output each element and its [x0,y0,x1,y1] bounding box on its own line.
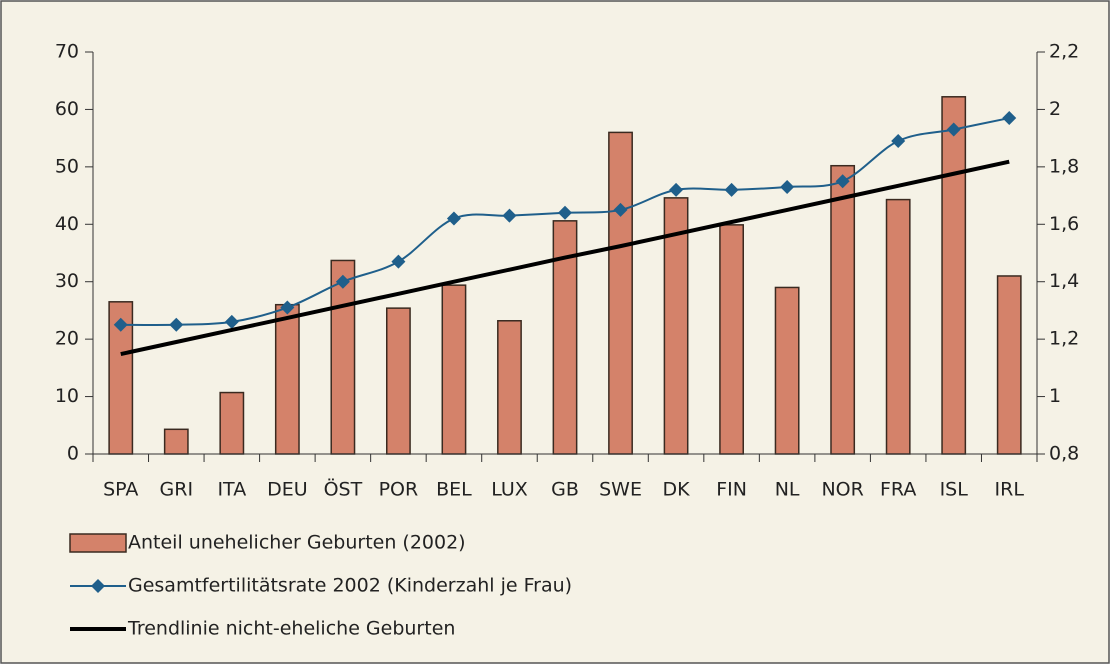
x-tick-label: ÖST [324,478,363,501]
bar [608,131,633,455]
diamond-marker [113,317,128,332]
legend-label: Gesamtfertilitätsrate 2002 (Kinderzahl j… [128,575,572,597]
diamond-marker [335,274,350,289]
y-tick-label: 20 [55,328,79,350]
legend-label: Trendlinie nicht-eheliche Geburten [127,618,455,640]
x-tick-label: SPA [103,479,138,501]
bar [830,164,856,455]
y-tick-label: 30 [55,270,79,292]
bar [274,303,300,455]
bar [330,259,356,455]
diamond-marker [502,208,517,223]
bar [386,307,411,455]
x-tick-label: FIN [716,479,747,501]
diamond-marker [946,122,961,137]
legend-marker [91,579,105,593]
diamond-marker [891,134,906,149]
diamond-marker [780,179,795,194]
x-tick-label: GRI [160,479,194,501]
x-tick-label: ISL [940,479,969,501]
x-tick-label: IRL [995,479,1025,501]
diamond-marker [446,211,461,226]
bar [941,96,967,455]
bar [885,198,911,455]
x-tick-label: NOR [821,479,863,501]
y-tick-label: 10 [55,385,79,407]
x-tick-label: DK [663,479,691,501]
x-tick-label: DEU [267,479,308,501]
diamond-marker [391,254,406,269]
x-tick-label: BEL [436,479,472,501]
diamond-marker [1002,111,1017,126]
y-tick-label: 70 [55,41,79,63]
x-tick-label: GB [551,479,579,501]
bar [719,224,744,455]
y2-tick-label: 2,2 [1049,41,1079,63]
diamond-marker [669,182,684,197]
legend-swatch [69,533,127,553]
y2-tick-label: 1 [1049,385,1061,407]
x-tick-label: SWE [599,479,642,501]
y-tick-label: 50 [55,155,79,177]
diamond-marker [169,317,184,332]
y2-tick-label: 2 [1049,98,1061,120]
y2-tick-label: 0,8 [1049,443,1079,465]
x-tick-label: LUX [491,479,528,501]
y2-tick-label: 1,6 [1049,213,1079,235]
x-tick-label: NL [775,479,800,501]
y2-tick-label: 1,2 [1049,328,1079,350]
bar [219,391,245,455]
y2-tick-label: 1,8 [1049,155,1079,177]
x-tick-label: POR [379,479,419,501]
y-tick-label: 60 [55,98,79,120]
diamond-marker [724,182,739,197]
diamond-marker [224,314,239,329]
legend-label: Anteil unehelicher Geburten (2002) [128,532,466,554]
trend-line [120,159,1010,357]
bar [996,275,1022,455]
y-tick-label: 0 [67,443,79,465]
bar [774,286,800,455]
diamond-marker [613,202,628,217]
diamond-marker [835,174,850,189]
bar [441,284,467,455]
diamond-marker [280,300,295,315]
x-tick-label: FRA [880,479,916,501]
y2-tick-label: 1,4 [1049,270,1079,292]
x-tick-label: ITA [217,479,246,501]
y-tick-label: 40 [55,213,79,235]
diamond-marker [558,205,572,220]
bar [163,428,189,455]
bar [497,320,522,455]
